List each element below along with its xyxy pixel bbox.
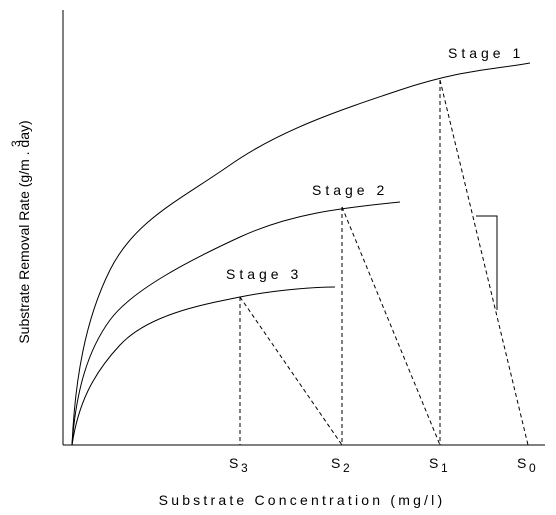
stage-1-curve xyxy=(71,62,531,446)
point-subscript: 0 xyxy=(529,461,536,475)
slope-marker xyxy=(476,215,498,310)
point-letter: S xyxy=(331,455,340,471)
stage-label: Stage 3 xyxy=(226,266,302,282)
stage-3-curve xyxy=(71,286,336,446)
stage-3-construction xyxy=(239,296,343,446)
point-subscript: 2 xyxy=(343,461,350,475)
point-subscript: 3 xyxy=(241,461,248,475)
y-axis-label-sup: 3 xyxy=(9,140,23,147)
stage-label: Stage 1 xyxy=(448,45,524,61)
point-letter: S xyxy=(517,455,526,471)
y-axis-label: Substrate Removal Rate (g/m . day) xyxy=(16,120,32,343)
stage-2-curve xyxy=(71,201,401,446)
point-letter: S xyxy=(429,455,438,471)
stage-1-construction xyxy=(439,79,529,446)
y-axis-label-group: Substrate Removal Rate (g/m . day) 3 xyxy=(9,120,32,343)
x-axis-label: Substrate Concentration (mg/l) xyxy=(159,492,446,508)
stage-label: Stage 2 xyxy=(312,182,388,198)
point-letter: S xyxy=(229,455,238,471)
point-subscript: 1 xyxy=(441,461,448,475)
stage-2-construction xyxy=(341,206,441,446)
